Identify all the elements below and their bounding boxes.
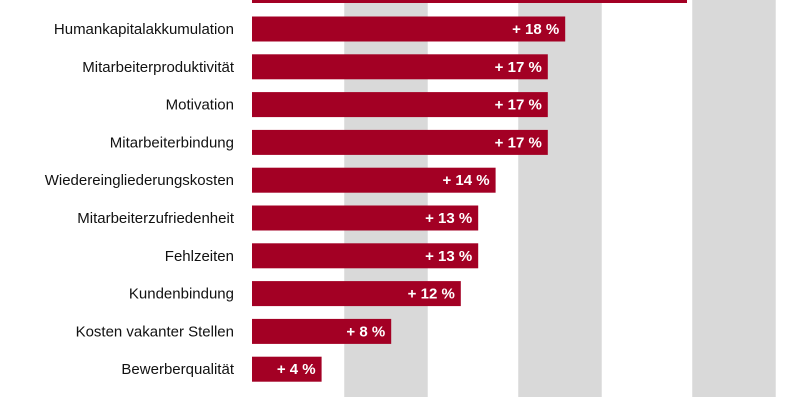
bar xyxy=(252,243,479,269)
value-label: + 17 % xyxy=(495,134,542,151)
grid-band xyxy=(692,0,776,397)
category-label: Bewerberqualität xyxy=(121,361,234,378)
value-label: + 17 % xyxy=(495,97,542,114)
bar xyxy=(252,281,461,307)
value-label: + 18 % xyxy=(512,21,559,38)
bar xyxy=(252,92,548,118)
value-label: + 13 % xyxy=(425,248,472,265)
category-label: Humankapitalakkumulation xyxy=(54,21,234,38)
bar-partial-top xyxy=(252,0,687,3)
bar xyxy=(252,16,566,42)
bar xyxy=(252,129,548,155)
category-label: Mitarbeiterzufriedenheit xyxy=(77,210,235,227)
category-label: Wiedereingliederungskosten xyxy=(45,172,234,189)
category-labels: Humankapitalakkumulation Mitarbeiterprodu… xyxy=(45,21,235,378)
value-label: + 13 % xyxy=(425,210,472,227)
bar xyxy=(252,54,548,80)
bar xyxy=(252,318,392,344)
bars-group: + 18 % + 17 % + 17 % + 17 % + 14 % + 13 % + 13… xyxy=(252,0,687,382)
category-label: Fehlzeiten xyxy=(165,248,234,265)
bar xyxy=(252,356,322,382)
value-label: + 8 % xyxy=(346,323,385,340)
category-label: Mitarbeiterbindung xyxy=(110,134,234,151)
bar xyxy=(252,167,496,193)
category-label: Motivation xyxy=(166,97,234,114)
value-label: + 4 % xyxy=(277,361,316,378)
value-label: + 17 % xyxy=(495,59,542,76)
value-label: + 12 % xyxy=(408,286,455,303)
value-label: + 14 % xyxy=(442,172,489,189)
category-label: Mitarbeiterproduktivität xyxy=(82,59,235,76)
bar xyxy=(252,205,479,231)
category-label: Kosten vakanter Stellen xyxy=(76,323,234,340)
category-label: Kundenbindung xyxy=(129,286,234,303)
